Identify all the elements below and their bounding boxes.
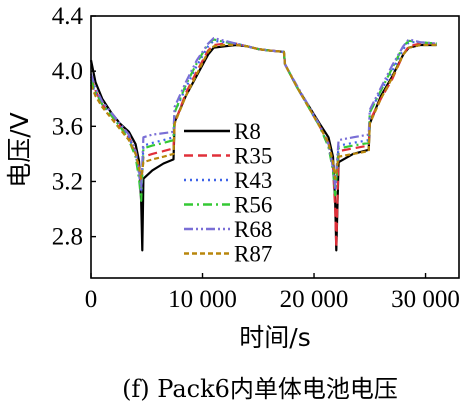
y-axis-label: 电压/V <box>5 112 34 188</box>
x-tick-label: 0 <box>85 286 98 313</box>
y-tick-label: 3.2 <box>52 168 83 195</box>
legend-label-r87: R87 <box>234 242 272 267</box>
axis-ticks: 0 10 000 20 000 30 000 2.8 3.2 3.6 4.0 4.4 <box>52 3 460 313</box>
legend-label-r43: R43 <box>234 168 272 193</box>
y-tick-label: 4.0 <box>52 58 83 85</box>
legend-label-r35: R35 <box>234 144 272 169</box>
x-tick-label: 10 000 <box>168 286 237 313</box>
series-line-r87 <box>89 43 437 180</box>
legend-label-r56: R56 <box>234 193 272 218</box>
x-tick-label: 20 000 <box>280 286 349 313</box>
y-tick-label: 2.8 <box>52 224 83 251</box>
y-tick-label: 4.4 <box>52 3 84 30</box>
plot-lines <box>89 37 437 252</box>
legend-label-r68: R68 <box>234 217 272 242</box>
legend-label-r8: R8 <box>234 119 261 144</box>
y-tick-label: 3.6 <box>52 113 83 140</box>
figure-caption: (f) Pack6内单体电池电压 <box>122 375 398 403</box>
x-tick-label: 30 000 <box>391 286 460 313</box>
x-axis-label: 时间/s <box>239 323 310 352</box>
plot-frame <box>90 15 460 279</box>
